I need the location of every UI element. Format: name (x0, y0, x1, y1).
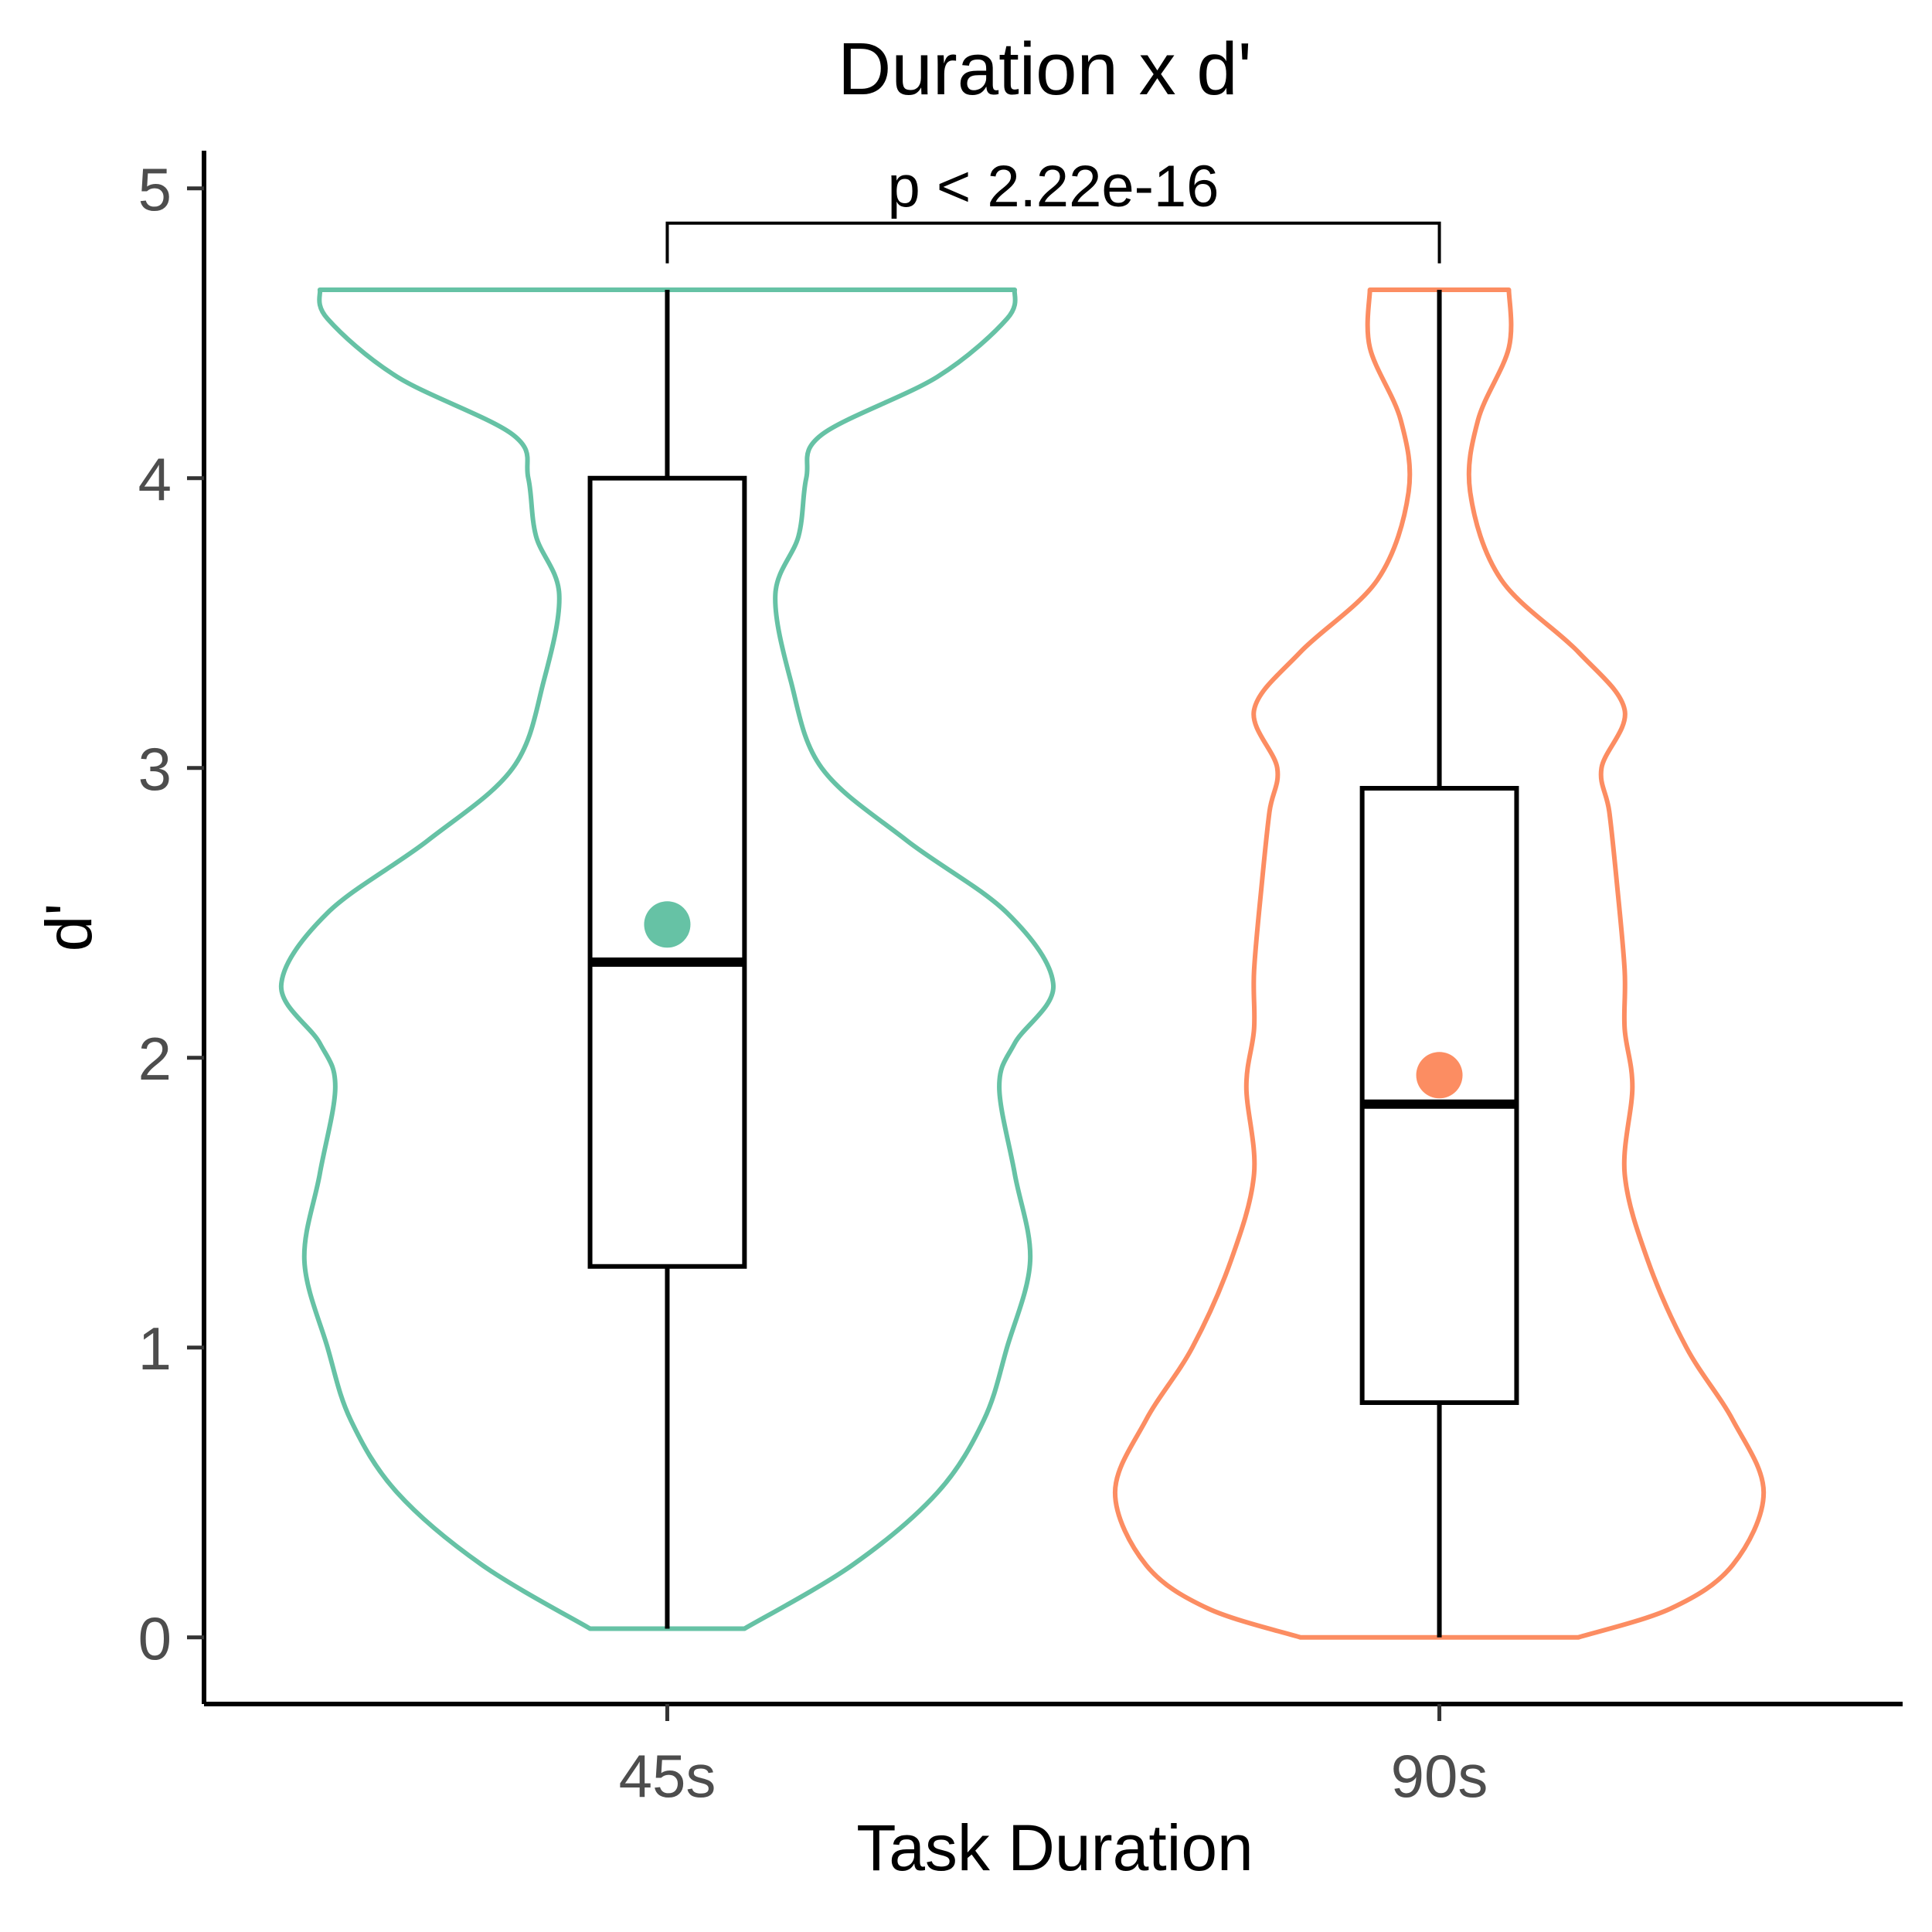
y-tick-label: 5 (138, 155, 172, 223)
y-axis-title: d' (32, 903, 105, 952)
x-axis-title: Task Duration (856, 1811, 1253, 1884)
y-tick-label: 3 (138, 735, 172, 803)
significance-label: p < 2.22e-16 (888, 154, 1219, 219)
mean-point-45s (644, 901, 691, 948)
chart-title: Duration x d' (838, 28, 1252, 111)
y-tick-label: 1 (138, 1315, 172, 1383)
plot-area: 0 1 2 3 4 5 45s 90s p < 2.22e-16 (138, 151, 1903, 1810)
violin-45s (278, 287, 1056, 1631)
significance-bracket (665, 221, 1441, 264)
box-45s (587, 475, 747, 1269)
y-tick-label: 2 (138, 1025, 172, 1093)
x-tick-label: 45s (619, 1742, 716, 1810)
mean-point-90s (1416, 1052, 1463, 1099)
y-tick-label: 4 (138, 445, 172, 513)
y-tick-label: 0 (138, 1604, 172, 1672)
x-tick-label: 90s (1391, 1742, 1488, 1810)
violin-90s (1112, 287, 1767, 1640)
